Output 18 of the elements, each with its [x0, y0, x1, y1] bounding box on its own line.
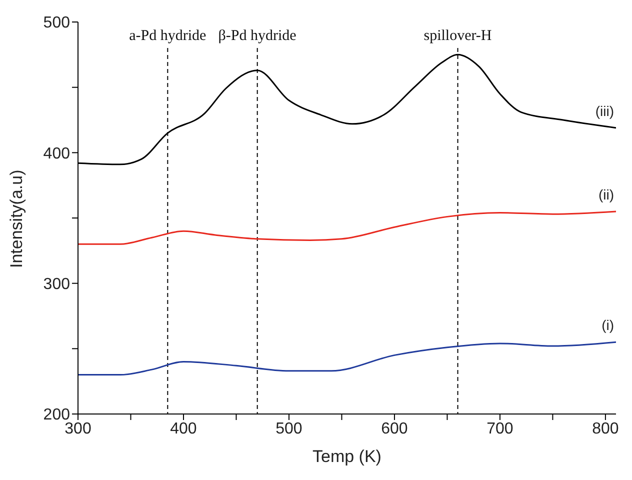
x-axis-title: Temp (K) [312, 447, 382, 466]
y-tick-label: 500 [43, 14, 70, 32]
y-tick-label: 400 [43, 145, 70, 162]
line-series [78, 341, 616, 376]
line-series [78, 210, 616, 245]
ref-line-label: spillover-H [424, 28, 492, 44]
x-tick-label: 700 [486, 420, 514, 438]
series-label: (i) [602, 317, 614, 334]
x-tick-label: 600 [381, 420, 408, 438]
y-tick-label: 300 [43, 276, 70, 294]
x-tick-label: 800 [592, 420, 619, 438]
y-axis-title: Intensity(a.u) [7, 170, 26, 268]
ref-line-label: a-Pd hydride [129, 28, 207, 44]
series-label: (ii) [598, 186, 614, 202]
x-tick-label: 500 [276, 420, 302, 438]
x-tick-label: 400 [170, 420, 197, 438]
series-label: (iii) [595, 102, 614, 119]
ref-line-label: β-Pd hydride [218, 28, 297, 44]
